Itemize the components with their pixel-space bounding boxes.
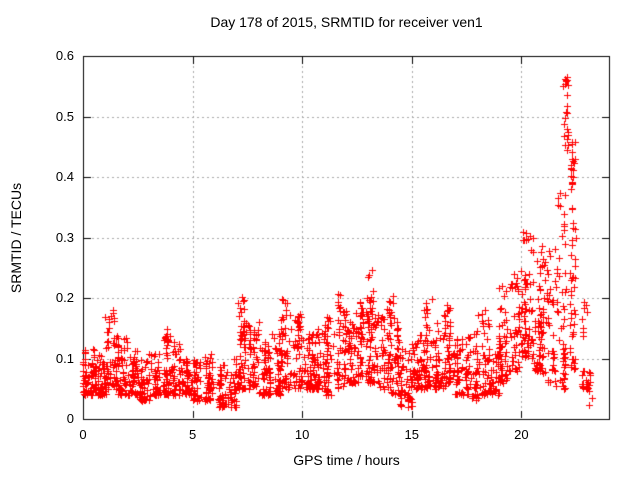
y-tick-label: 0.6	[55, 48, 74, 63]
x-tick-label: 20	[514, 427, 529, 442]
x-tick-label: 10	[294, 427, 310, 442]
x-axis-label: GPS time / hours	[293, 452, 400, 468]
y-tick-label: 0.1	[55, 350, 74, 366]
x-tick-label: 0	[79, 427, 87, 442]
y-tick-label: 0.2	[55, 290, 74, 305]
x-tick-label: 15	[404, 427, 419, 442]
chart-title: Day 178 of 2015, SRMTID for receiver ven…	[210, 14, 483, 30]
y-tick-label: 0.3	[55, 229, 74, 245]
y-tick-label: 0	[66, 411, 74, 426]
x-tick-label: 5	[188, 427, 197, 442]
y-tick-label: 0.5	[55, 108, 74, 124]
y-tick-label: 0.4	[55, 169, 74, 184]
